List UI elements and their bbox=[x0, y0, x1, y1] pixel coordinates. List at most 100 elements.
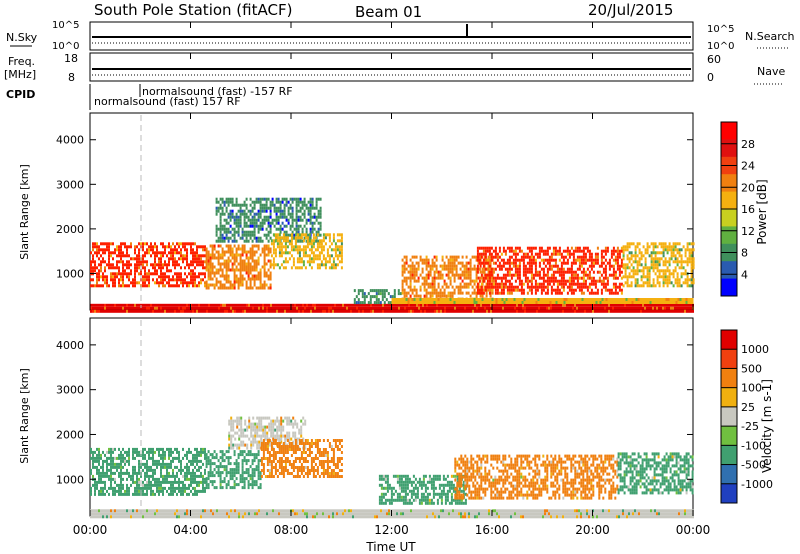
data-cell bbox=[204, 515, 206, 519]
data-cell bbox=[174, 260, 176, 264]
data-cell bbox=[274, 306, 276, 310]
data-cell bbox=[550, 252, 553, 256]
data-cell bbox=[640, 257, 643, 261]
data-cell bbox=[611, 298, 614, 301]
data-cell bbox=[674, 260, 677, 264]
data-cell bbox=[188, 515, 190, 519]
data-cell bbox=[486, 279, 489, 283]
data-cell bbox=[447, 261, 450, 265]
data-cell bbox=[435, 264, 438, 268]
data-cell bbox=[332, 233, 335, 237]
data-cell bbox=[214, 515, 216, 519]
data-cell bbox=[459, 291, 462, 295]
data-cell bbox=[376, 515, 378, 519]
data-cell bbox=[632, 266, 635, 270]
data-cell bbox=[225, 274, 228, 278]
data-cell bbox=[368, 303, 370, 307]
data-cell bbox=[290, 254, 293, 258]
data-cell bbox=[330, 303, 332, 307]
data-cell bbox=[356, 306, 358, 310]
data-cell bbox=[208, 306, 210, 310]
data-cell bbox=[106, 242, 108, 246]
data-cell bbox=[650, 284, 653, 288]
data-cell bbox=[162, 281, 164, 285]
data-cell bbox=[211, 268, 214, 272]
data-cell bbox=[622, 303, 624, 307]
data-cell bbox=[204, 303, 206, 307]
data-cell bbox=[92, 266, 94, 270]
data-cell bbox=[440, 512, 442, 516]
data-cell bbox=[682, 309, 684, 313]
data-cell bbox=[556, 288, 559, 292]
data-cell bbox=[272, 245, 275, 249]
data-cell bbox=[94, 303, 96, 307]
data-cell bbox=[476, 306, 478, 310]
data-cell bbox=[409, 279, 412, 283]
data-cell bbox=[634, 260, 637, 264]
data-cell bbox=[144, 272, 146, 276]
data-cell bbox=[552, 279, 555, 283]
data-cell bbox=[144, 509, 146, 513]
data-cell bbox=[186, 251, 188, 255]
data-cell bbox=[196, 275, 198, 279]
data-cell bbox=[256, 309, 258, 313]
data-cell bbox=[261, 224, 264, 228]
data-cell bbox=[237, 233, 240, 237]
data-cell bbox=[289, 227, 292, 231]
data-cell bbox=[426, 303, 428, 307]
data-cell bbox=[447, 285, 450, 289]
data-cell bbox=[138, 248, 140, 252]
data-cell bbox=[668, 275, 671, 279]
data-cell bbox=[307, 233, 310, 237]
data-cell bbox=[275, 212, 278, 216]
data-cell bbox=[644, 281, 647, 285]
data-cell bbox=[213, 253, 216, 257]
data-cell bbox=[229, 197, 232, 201]
data-cell bbox=[423, 279, 426, 283]
data-cell bbox=[570, 279, 573, 283]
data-cell bbox=[437, 298, 440, 301]
data-cell bbox=[320, 263, 323, 267]
data-cell bbox=[298, 248, 301, 252]
data-cell bbox=[558, 273, 561, 277]
data-cell bbox=[500, 285, 503, 289]
data-cell bbox=[142, 275, 144, 279]
data-cell bbox=[413, 255, 416, 259]
data-cell bbox=[122, 275, 124, 279]
data-cell bbox=[259, 209, 262, 213]
data-cell bbox=[653, 301, 656, 304]
data-cell bbox=[586, 306, 588, 310]
data-cell bbox=[244, 515, 246, 519]
data-cell bbox=[556, 270, 559, 274]
data-cell bbox=[156, 306, 158, 310]
data-cell bbox=[604, 258, 607, 262]
data-cell bbox=[435, 294, 438, 298]
data-cell bbox=[259, 224, 262, 228]
data-cell bbox=[400, 509, 402, 513]
data-cell bbox=[594, 306, 596, 310]
data-cell bbox=[178, 257, 180, 261]
data-cell bbox=[364, 306, 366, 310]
data-cell bbox=[235, 268, 238, 272]
data-cell bbox=[433, 298, 436, 301]
data-cell bbox=[405, 301, 408, 304]
data-cell bbox=[209, 244, 212, 248]
data-cell bbox=[475, 276, 478, 280]
data-cell bbox=[286, 236, 289, 240]
data-cell bbox=[231, 283, 234, 287]
data-cell bbox=[116, 275, 118, 279]
data-cell bbox=[383, 289, 386, 293]
data-cell bbox=[254, 515, 256, 519]
data-cell bbox=[528, 249, 531, 253]
data-cell bbox=[607, 298, 610, 301]
data-cell bbox=[662, 248, 665, 252]
data-cell bbox=[684, 251, 687, 255]
data-cell bbox=[576, 258, 579, 262]
data-cell bbox=[450, 306, 452, 310]
data-cell bbox=[272, 239, 275, 243]
data-cell bbox=[213, 283, 216, 287]
data-cell bbox=[309, 215, 312, 219]
data-cell bbox=[192, 309, 194, 313]
data-cell bbox=[526, 303, 528, 307]
data-cell bbox=[558, 306, 560, 310]
